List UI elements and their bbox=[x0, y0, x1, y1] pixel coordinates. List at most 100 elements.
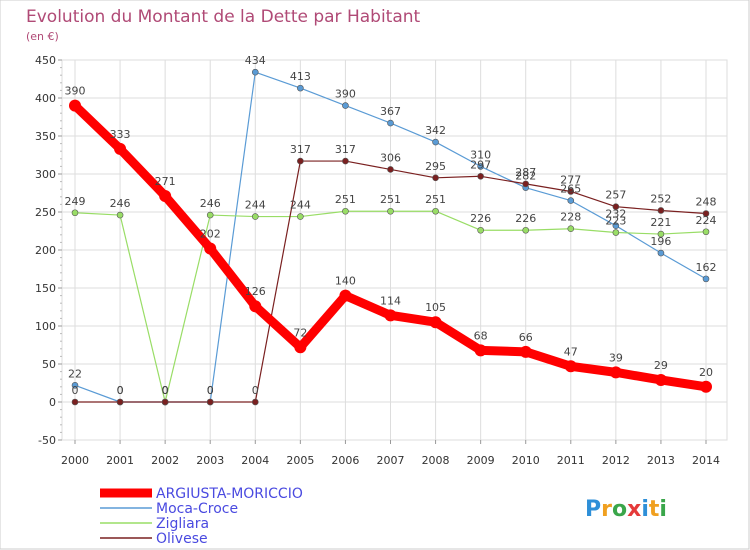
data-point bbox=[429, 316, 442, 329]
data-label: 244 bbox=[290, 199, 311, 212]
data-label: 66 bbox=[519, 331, 533, 344]
y-tick-label: 150 bbox=[35, 282, 56, 295]
data-label: 297 bbox=[470, 158, 491, 171]
chart-subtitle: (en €) bbox=[26, 30, 59, 43]
data-point bbox=[519, 345, 532, 358]
brand-logo: Proxiti bbox=[585, 497, 667, 522]
data-label: 39 bbox=[609, 351, 623, 364]
data-point bbox=[702, 275, 710, 283]
x-tick-label: 2014 bbox=[692, 454, 720, 467]
y-tick-label: 400 bbox=[35, 92, 56, 105]
data-label: 249 bbox=[65, 195, 86, 208]
data-label: 413 bbox=[290, 70, 311, 83]
data-label: 317 bbox=[290, 143, 311, 156]
y-tick-label: 100 bbox=[35, 320, 56, 333]
data-label: 265 bbox=[560, 183, 581, 196]
data-point bbox=[71, 209, 79, 217]
data-label: 202 bbox=[200, 227, 221, 240]
data-label: 248 bbox=[696, 196, 717, 209]
data-point bbox=[71, 398, 79, 406]
data-label: 252 bbox=[650, 192, 671, 205]
data-label: 114 bbox=[380, 294, 401, 307]
data-label: 226 bbox=[515, 212, 536, 225]
data-label: 251 bbox=[380, 193, 401, 206]
data-label: 251 bbox=[425, 193, 446, 206]
data-point bbox=[384, 309, 397, 322]
brand-letter: x bbox=[627, 497, 641, 522]
y-tick-label: 450 bbox=[35, 54, 56, 67]
data-point bbox=[297, 157, 304, 165]
data-label: 140 bbox=[335, 275, 356, 288]
legend-label: ARGIUSTA-MORICCIO bbox=[156, 486, 303, 502]
legend-label: Olivese bbox=[156, 531, 208, 547]
brand-letter: t bbox=[649, 497, 660, 522]
data-label: 390 bbox=[335, 88, 356, 101]
data-label: 126 bbox=[245, 285, 266, 298]
data-point bbox=[609, 366, 622, 379]
data-point bbox=[339, 289, 352, 302]
x-tick-label: 2013 bbox=[647, 454, 675, 467]
data-point bbox=[432, 207, 439, 215]
series-lines bbox=[69, 68, 712, 406]
data-point bbox=[114, 142, 127, 155]
data-point bbox=[702, 228, 710, 236]
data-label: 246 bbox=[200, 197, 221, 210]
data-label: 226 bbox=[470, 212, 491, 225]
data-point bbox=[612, 203, 620, 210]
data-point bbox=[204, 242, 217, 255]
data-label: 342 bbox=[425, 124, 446, 137]
legend: ARGIUSTA-MORICCIOMoca-CroceZigliaraOlive… bbox=[100, 486, 303, 547]
data-point bbox=[522, 226, 530, 234]
data-point bbox=[477, 172, 484, 180]
data-point bbox=[159, 190, 172, 203]
data-label: 232 bbox=[605, 208, 626, 221]
y-tick-label: 0 bbox=[49, 396, 56, 409]
data-label: 68 bbox=[474, 329, 488, 342]
data-point bbox=[297, 213, 304, 220]
x-tick-label: 2012 bbox=[602, 454, 630, 467]
data-label: 0 bbox=[162, 384, 169, 397]
x-tick-label: 2005 bbox=[286, 454, 314, 467]
x-tick-label: 2004 bbox=[241, 454, 269, 467]
data-point bbox=[657, 230, 665, 238]
data-point bbox=[654, 373, 667, 386]
data-label: 162 bbox=[696, 261, 717, 274]
data-point bbox=[71, 381, 79, 389]
data-label: 0 bbox=[207, 384, 214, 397]
data-point bbox=[206, 211, 214, 219]
data-label: 0 bbox=[72, 384, 79, 397]
data-label: 251 bbox=[335, 193, 356, 206]
data-point bbox=[522, 180, 530, 188]
brand-letter: P bbox=[585, 497, 601, 522]
data-label: 22 bbox=[68, 367, 82, 380]
x-tick-label: 2006 bbox=[331, 454, 359, 467]
data-label: 244 bbox=[245, 199, 266, 212]
x-tick-label: 2011 bbox=[557, 454, 585, 467]
x-tick-label: 2003 bbox=[196, 454, 224, 467]
x-tick-label: 2009 bbox=[467, 454, 495, 467]
data-label: 295 bbox=[425, 160, 446, 173]
data-point bbox=[477, 163, 484, 170]
data-point bbox=[116, 398, 124, 406]
legend-label: Moca-Croce bbox=[156, 501, 238, 517]
brand-letter: o bbox=[612, 497, 627, 522]
data-label: 72 bbox=[293, 326, 307, 339]
data-point bbox=[612, 222, 620, 229]
x-tick-label: 2008 bbox=[422, 454, 450, 467]
data-label: 257 bbox=[605, 189, 626, 202]
data-point bbox=[116, 211, 124, 219]
data-point bbox=[251, 213, 259, 220]
data-point bbox=[474, 344, 487, 357]
data-point bbox=[161, 398, 169, 406]
data-label: 224 bbox=[696, 214, 717, 227]
data-point bbox=[477, 226, 484, 234]
y-tick-label: 350 bbox=[35, 130, 56, 143]
data-point bbox=[342, 102, 349, 109]
data-point bbox=[567, 197, 575, 204]
x-tick-label: 2007 bbox=[377, 454, 405, 467]
legend-label: Zigliara bbox=[156, 516, 209, 532]
data-label: 277 bbox=[560, 173, 581, 186]
data-label: 390 bbox=[65, 85, 86, 98]
